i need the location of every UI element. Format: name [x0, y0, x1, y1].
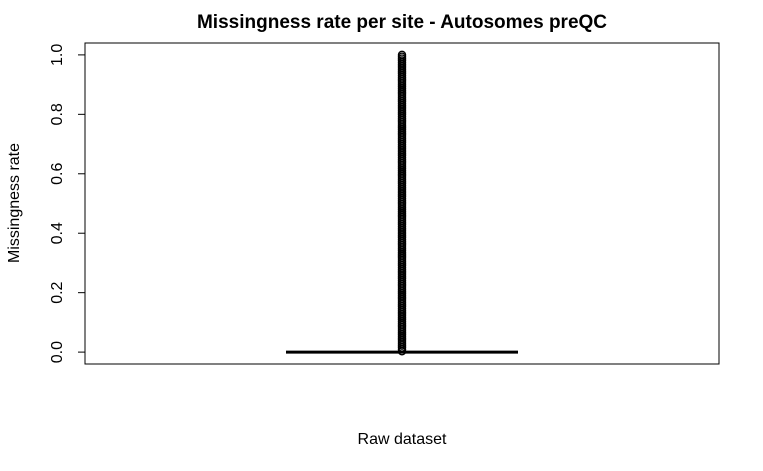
outlier-point	[397, 50, 407, 60]
y-axis: 0.0 0.2 0.4 0.6 0.8 1.0	[49, 44, 86, 363]
y-tick-label: 0.8	[49, 103, 66, 125]
y-tick-label: 0.6	[49, 163, 66, 185]
y-tick-label: 0.2	[49, 281, 66, 303]
y-tick-label: 0.0	[49, 341, 66, 363]
x-axis-label: Raw dataset	[358, 431, 447, 448]
chart-title: Missingness rate per site - Autosomes pr…	[197, 12, 607, 33]
y-axis-label: Missingness rate	[6, 143, 23, 263]
box-marks	[286, 50, 518, 356]
y-tick-label: 0.4	[49, 222, 66, 244]
y-tick-label: 1.0	[49, 44, 66, 66]
